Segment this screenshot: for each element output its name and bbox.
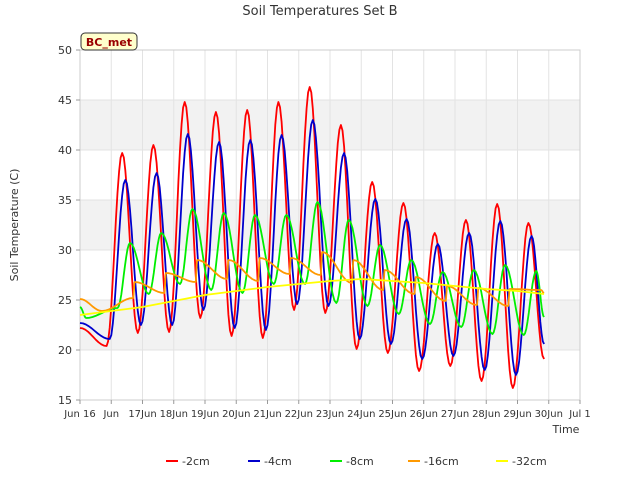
series-line-minus-32cm [79,278,545,316]
x-tick-label: 18Jun [160,409,188,420]
series-line-minus-2cm [79,86,545,389]
y-tick-label: 40 [58,144,72,157]
legend-label: -32cm [512,455,547,468]
x-tick-label: 29Jun [503,409,531,420]
x-tick-label: 25Jun [378,409,406,420]
y-tick-label: 20 [58,344,72,357]
series-line-minus-4cm [79,119,545,376]
series-lines [79,86,545,389]
y-tick-label: 45 [58,94,72,107]
x-tick-label: Jun 16 [63,409,96,420]
x-tick-label: Jul 1 [568,409,591,420]
legend-label: -8cm [346,455,374,468]
x-tick-label: 19Jun [191,409,219,420]
x-tick-label: 23Jun [316,409,344,420]
site-label-box: BC_met [80,32,138,51]
series-line-minus-16cm [79,251,545,312]
legend-label: -16cm [424,455,459,468]
site-label: BC_met [86,36,132,49]
y-tick-label: 50 [58,44,72,57]
x-tick-label: 27Jun [441,409,469,420]
y-tick-label: 30 [58,244,72,257]
x-axis-label: Time [552,423,580,436]
y-tick-label: 35 [58,194,72,207]
x-axis-ticks: Jun 16 Jun 17Jun 18Jun 19Jun 20Jun 21Jun 22Jun 2… [63,400,591,420]
x-tick-label: 22Jun [285,409,313,420]
legend-label: -4cm [264,455,292,468]
x-tick-label: 28Jun [472,409,500,420]
x-tick-label: 17Jun [128,409,156,420]
y-tick-label: 15 [58,394,72,407]
x-tick-label: 20Jun [222,409,250,420]
chart-title: Soil Temperatures Set B [242,4,397,19]
y-axis-label: Soil Temperature (C) [8,169,21,282]
x-tick-label: Jun [102,409,119,420]
legend: -2cm -4cm -8cm -16cm -32cm [166,455,547,468]
x-tick-label: 21Jun [253,409,281,420]
x-tick-label: 24Jun [347,409,375,420]
x-tick-label: 26Jun [410,409,438,420]
x-tick-label: 30Jun [535,409,563,420]
site-label-background [80,32,138,51]
legend-label: -2cm [182,455,210,468]
y-axis-ticks: 15 20 25 30 35 40 45 50 [58,44,80,407]
y-tick-label: 25 [58,294,72,307]
series-line-minus-8cm [79,201,545,336]
